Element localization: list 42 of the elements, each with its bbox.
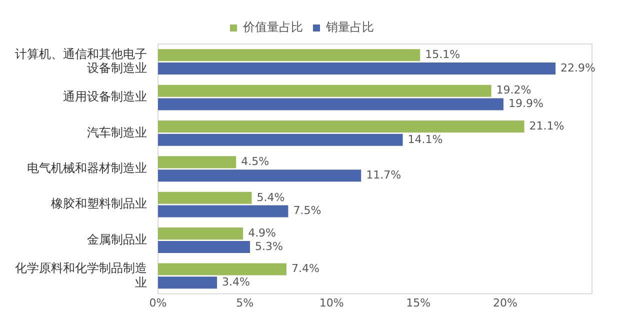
x-tick-label: 0% bbox=[149, 296, 167, 310]
data-label: 19.9% bbox=[508, 97, 544, 110]
data-label: 21.1% bbox=[529, 119, 564, 132]
data-label: 14.1% bbox=[408, 132, 443, 146]
bar bbox=[158, 263, 286, 276]
bar bbox=[158, 62, 556, 75]
x-tick-label: 5% bbox=[236, 296, 254, 310]
x-tick-label: 15% bbox=[406, 296, 431, 310]
data-label: 7.4% bbox=[291, 262, 320, 276]
y-tick-label: 电气机械和器材制造业 bbox=[27, 161, 147, 176]
bar bbox=[158, 276, 218, 289]
data-label: 7.5% bbox=[293, 204, 322, 218]
bar bbox=[158, 240, 250, 253]
bar bbox=[158, 134, 403, 146]
data-label: 4.5% bbox=[241, 155, 270, 168]
data-label: 19.2% bbox=[496, 84, 532, 97]
y-tick-label: 橡胶和塑料制品业 bbox=[51, 196, 147, 211]
bar bbox=[158, 192, 252, 204]
y-tick-label: 化学原料和化学制品制造业 bbox=[15, 260, 147, 290]
data-label: 11.7% bbox=[366, 168, 402, 182]
data-label: 15.1% bbox=[425, 48, 460, 62]
data-label: 22.9% bbox=[560, 61, 596, 74]
y-tick-label: 汽车制造业 bbox=[87, 125, 147, 140]
bar bbox=[158, 49, 420, 62]
bar bbox=[158, 170, 362, 182]
bar bbox=[158, 120, 524, 133]
legend-label: 价值量占比 bbox=[242, 20, 303, 34]
bar bbox=[158, 98, 504, 110]
y-tick-label: 金属制品业 bbox=[87, 232, 147, 246]
data-label: 3.4% bbox=[222, 276, 250, 289]
x-tick-label: 20% bbox=[492, 296, 518, 310]
bar bbox=[158, 156, 236, 168]
legend-label: 销量占比 bbox=[325, 20, 374, 34]
data-label: 5.3% bbox=[255, 240, 283, 253]
bar bbox=[158, 228, 244, 240]
x-tick-label: 10% bbox=[319, 296, 344, 310]
y-tick-label: 通用设备制造业 bbox=[63, 90, 147, 104]
bar bbox=[158, 205, 288, 218]
bar bbox=[158, 84, 492, 97]
y-tick-label: 计算机、通信和其他电子设备制造业 bbox=[15, 46, 147, 76]
data-label: 4.9% bbox=[248, 226, 276, 240]
data-label: 5.4% bbox=[256, 190, 285, 204]
